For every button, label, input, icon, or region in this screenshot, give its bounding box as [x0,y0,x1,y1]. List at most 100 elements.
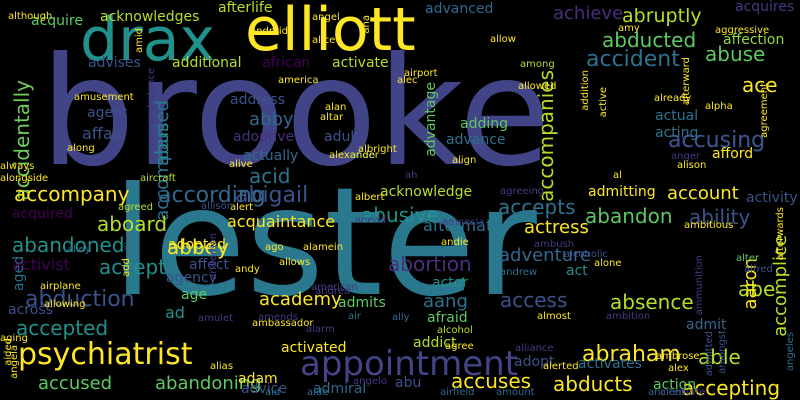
word-abigail: abigail [235,183,309,208]
word-aang: aang [423,291,468,312]
word-advises: advises [88,55,141,71]
word-abruptly: abruptly [622,5,702,27]
word-alec: alec [397,75,418,86]
word-anderson: anderson [208,233,219,280]
word-alive: alive [229,159,253,170]
word-abducts: abducts [553,372,633,396]
word-allison: allison [201,201,234,212]
word-accepted: accepted [16,316,109,340]
word-always: always [0,161,35,172]
word-aid: aid [265,387,281,398]
word-air: air [348,311,362,322]
word-achieve: achieve [553,3,624,24]
word-airplane: airplane [40,281,81,292]
word-addition: addition [580,70,591,111]
word-affection: affection [723,32,785,48]
word-alamein: alamein [303,242,344,253]
word-andie: andie [441,237,469,248]
word-allowed: allowed [518,81,557,92]
word-alongside: alongside [0,173,49,184]
word-ammunition: ammunition [694,255,705,316]
word-alley: alley [67,244,91,255]
word-agree: agree [445,341,474,352]
word-andy: andy [235,264,260,275]
word-airfield: airfield [440,387,475,398]
word-allowing: allowing [44,299,86,310]
word-airport: airport [404,68,438,79]
word-afford: afford [712,146,754,162]
word-activates: activates [578,356,642,372]
word-adopted: adopted [168,237,226,253]
word-allow: allow [490,34,516,45]
word-addict: addict [413,335,457,351]
word-amulet: amulet [198,313,234,324]
word-address: address [230,92,286,108]
word-aircraft: aircraft [140,173,176,184]
word-alcoholic: alcoholic [564,249,609,260]
word-ability: ability [689,205,751,229]
word-angelo: angelo [353,376,387,387]
word-ad: ad [165,303,185,322]
word-active: active [598,87,609,118]
word-alcohol: alcohol [437,325,473,336]
word-andrew: andrew [500,267,538,278]
word-afraid: afraid [427,310,468,326]
word-allows: allows [279,257,311,268]
word-lester: lester [112,156,537,330]
word-abandoned: abandoned [12,233,125,257]
word-ah: ah [405,170,418,181]
word-actual: actual [655,108,699,124]
word-abe: abe [738,277,776,301]
word-activated: activated [281,340,347,356]
word-afterlife: afterlife [218,0,273,16]
word-android: android [250,26,288,37]
word-actor: actor [432,275,469,291]
word-amy: amy [618,23,640,34]
word-along: along [67,143,95,154]
word-abandoning: abandoning [155,373,262,394]
word-angel: angel [312,12,340,23]
word-acknowledges: acknowledges [100,9,200,25]
word-accept: accept [99,255,167,279]
word-adult: adult [324,129,360,145]
word-acquire: acquire [31,13,83,29]
word-according: according [158,183,266,208]
word-abby: abby [249,109,294,130]
word-afterwards: afterwards [775,207,786,261]
word-abu: abu [395,375,422,391]
word-amusement: amusement [74,92,134,103]
word-ambitious: ambitious [684,220,734,231]
word-advance: advance [446,132,506,148]
word-across: across [8,302,53,318]
word-amnesia: amnesia [442,217,485,228]
word-acquired: acquired [12,206,73,222]
word-agreed: agreed [118,202,154,213]
word-almost: almost [537,311,571,322]
word-admitting: admitting [588,184,656,200]
word-access: access [500,288,568,312]
word-alison: alison [677,160,707,171]
word-albert: albert [355,192,385,203]
word-accused: accused [38,373,113,394]
word-accident: accident [586,47,680,72]
word-elliott: elliott [245,0,416,65]
word-altar: altar [320,112,344,123]
word-adam: adam [238,371,278,387]
word-additional: additional [172,55,242,71]
word-abuse: abuse [705,42,766,66]
word-actually: actually [243,148,299,164]
word-activist: activist [12,255,70,274]
word-ace: ace [742,73,778,97]
word-american: american [311,282,358,293]
word-affair: affair [82,124,124,143]
word-admit: admit [686,317,727,333]
word-adopt: adopt [514,354,555,370]
word-abandon: abandon [585,204,673,228]
word-alpha: alpha [705,101,733,112]
word-alter: alter [736,253,760,264]
word-amid: amid [134,28,145,53]
word-alexander: alexander [329,150,379,161]
word-aide: aide [307,387,329,398]
word-act: act [566,263,588,279]
